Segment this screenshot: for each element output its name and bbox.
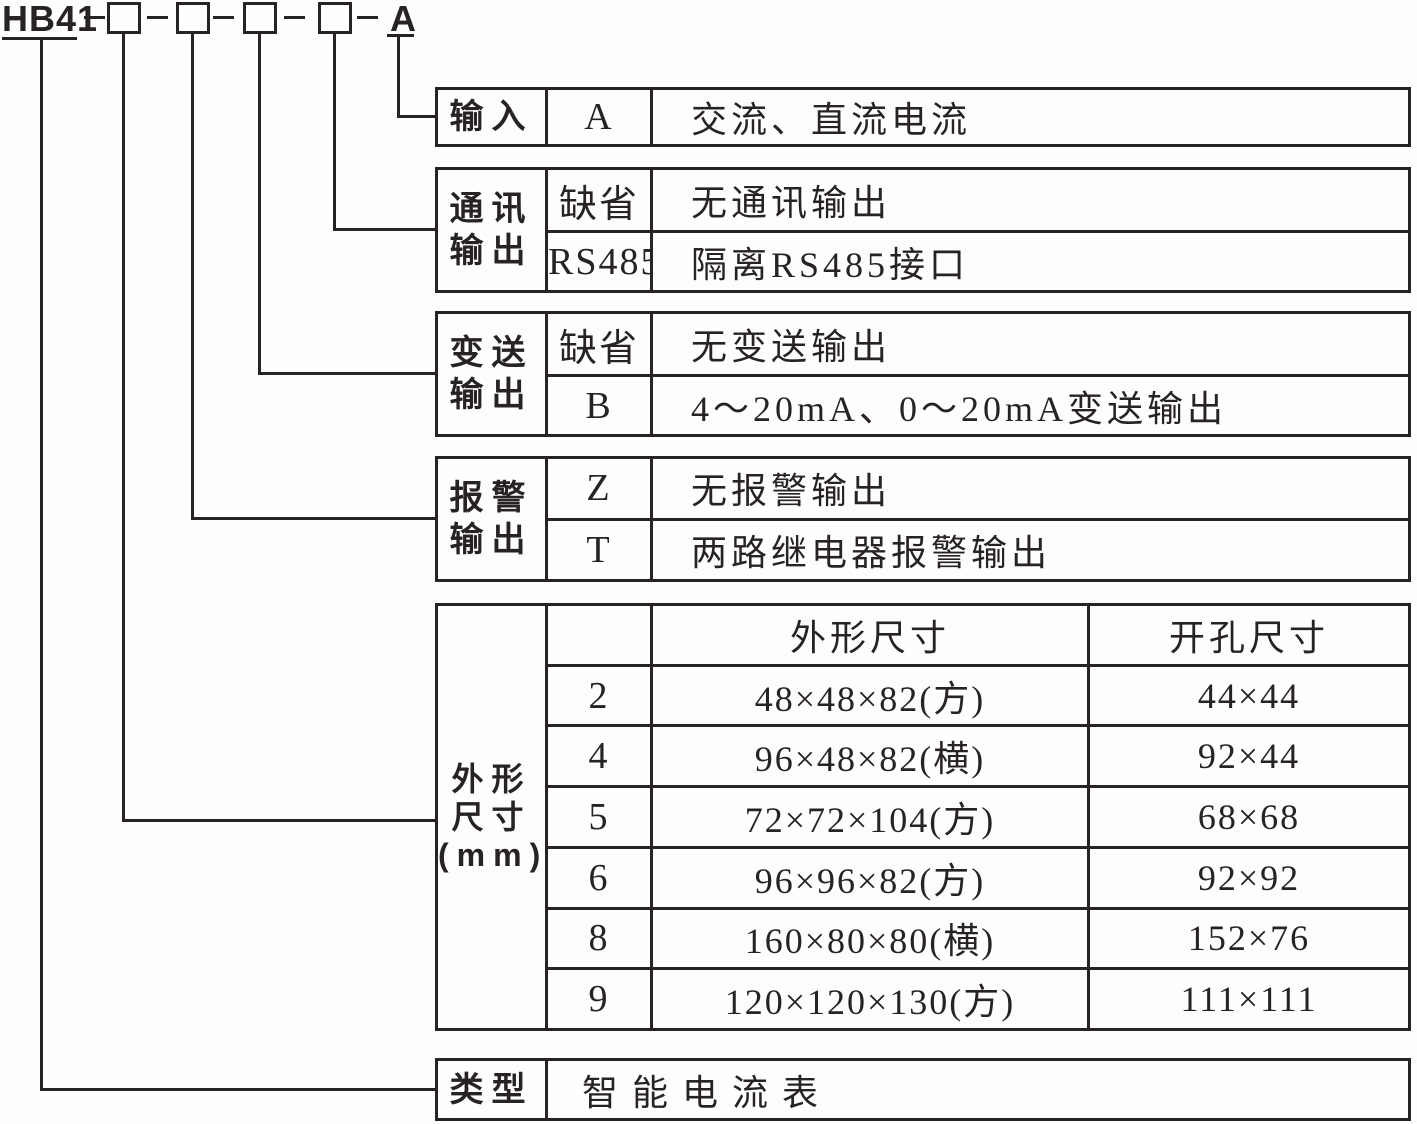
- connector-size-vertical: [122, 33, 125, 822]
- connector-input-vertical: [397, 36, 400, 118]
- comm-desc-cell: 隔离RS485接口: [650, 230, 1411, 293]
- digit-box-2: [176, 2, 210, 34]
- size-cutout-cell: 111×111: [1087, 967, 1411, 1031]
- type-table: 类型 智能电流表: [435, 1058, 1411, 1121]
- connector-type-horizontal: [40, 1088, 436, 1091]
- table-row: 8 160×80×80(横) 152×76: [437, 906, 1411, 971]
- alarm-code-cell: T: [545, 517, 653, 582]
- dash-separator: [84, 16, 105, 19]
- size-code-cell: 8: [545, 906, 653, 971]
- input-code-cell: A: [545, 87, 653, 147]
- size-cutout-cell: 44×44: [1087, 663, 1411, 728]
- comm-output-table: 通讯 输出 缺省 无通讯输出 RS485 隔离RS485接口: [435, 166, 1411, 293]
- size-label-cell: 外形 尺寸 (mm): [435, 603, 548, 1031]
- size-header-empty-cell: [545, 603, 653, 667]
- digit-box-4: [318, 2, 352, 34]
- dash-separator: [213, 16, 234, 19]
- connector-transmit-horizontal: [258, 372, 436, 375]
- connector-size-horizontal: [122, 819, 436, 822]
- table-row: 2 48×48×82(方) 44×44: [437, 663, 1411, 728]
- comm-desc-cell: 无通讯输出: [650, 166, 1411, 234]
- size-code-cell: 4: [545, 724, 653, 789]
- size-cutout-cell: 92×44: [1087, 724, 1411, 789]
- table-row: 4 96×48×82(横) 92×44: [437, 724, 1411, 789]
- size-outer-cell: 96×48×82(横): [650, 724, 1090, 789]
- input-table: 输入 A 交流、直流电流: [435, 87, 1411, 147]
- size-cutout-cell: 152×76: [1087, 906, 1411, 971]
- table-row: 通讯 输出 缺省 无通讯输出: [435, 166, 1411, 293]
- connector-transmit-vertical: [258, 33, 261, 375]
- type-desc-cell: 智能电流表: [545, 1058, 1411, 1121]
- connector-type-vertical: [40, 38, 43, 1091]
- table-row: RS485 隔离RS485接口: [437, 230, 1411, 293]
- size-cutout-cell: 68×68: [1087, 785, 1411, 849]
- transmit-output-table: 变送 输出 缺省 无变送输出 B 4～20mA、0～20mA变送输出: [435, 310, 1411, 437]
- table-row: 输入 A 交流、直流电流: [435, 87, 1411, 147]
- type-label-cell: 类型: [435, 1058, 548, 1121]
- model-suffix-underline: [387, 34, 414, 37]
- alarm-label-cell: 报警 输出: [435, 456, 548, 582]
- alarm-desc-cell: 无报警输出: [650, 456, 1411, 521]
- transmit-desc-cell: 无变送输出: [650, 310, 1411, 378]
- table-row: 6 96×96×82(方) 92×92: [437, 845, 1411, 910]
- model-prefix: HB41: [2, 0, 99, 39]
- dash-separator: [284, 16, 305, 19]
- comm-label-cell: 通讯 输出: [435, 167, 548, 293]
- model-suffix: A: [390, 0, 417, 39]
- connector-alarm-vertical: [191, 33, 194, 520]
- size-outer-cell: 96×96×82(方): [650, 845, 1090, 910]
- comm-code-cell: RS485: [545, 230, 653, 293]
- digit-box-1: [107, 2, 141, 34]
- size-code-cell: 6: [545, 845, 653, 910]
- size-outer-cell: 72×72×104(方): [650, 785, 1090, 849]
- connector-comm-horizontal: [333, 228, 436, 231]
- table-row: 类型 智能电流表: [435, 1058, 1411, 1121]
- alarm-output-table: 报警 输出 Z 无报警输出 T 两路继电器报警输出: [435, 456, 1411, 582]
- transmit-desc-cell: 4～20mA、0～20mA变送输出: [650, 374, 1411, 437]
- connector-comm-vertical: [333, 33, 336, 231]
- dash-separator: [147, 16, 168, 19]
- table-row: 9 120×120×130(方) 111×111: [437, 967, 1411, 1031]
- size-outer-cell: 160×80×80(横): [650, 906, 1090, 971]
- size-table: 外形 尺寸 (mm) 外形尺寸 开孔尺寸 2 48×48×82(方) 44×44…: [435, 603, 1411, 1031]
- transmit-code-cell: B: [545, 374, 653, 437]
- input-desc-cell: 交流、直流电流: [650, 87, 1411, 147]
- table-row: 5 72×72×104(方) 68×68: [437, 785, 1411, 849]
- model-prefix-underline: [2, 37, 77, 40]
- size-outer-cell: 120×120×130(方): [650, 967, 1090, 1031]
- connector-input-horizontal: [397, 115, 436, 118]
- table-row: B 4～20mA、0～20mA变送输出: [437, 374, 1411, 437]
- digit-box-3: [243, 2, 277, 34]
- comm-code-cell: 缺省: [545, 166, 653, 234]
- connector-alarm-horizontal: [191, 517, 436, 520]
- size-code-cell: 5: [545, 785, 653, 849]
- input-label-cell: 输入: [435, 87, 548, 147]
- size-header-cutout-cell: 开孔尺寸: [1087, 603, 1411, 667]
- table-row: 报警 输出 Z 无报警输出: [435, 456, 1411, 582]
- size-header-outer-cell: 外形尺寸: [650, 603, 1090, 667]
- size-cutout-cell: 92×92: [1087, 845, 1411, 910]
- transmit-label-cell: 变送 输出: [435, 311, 548, 437]
- alarm-code-cell: Z: [545, 456, 653, 521]
- size-code-cell: 9: [545, 967, 653, 1031]
- table-row: 变送 输出 缺省 无变送输出: [435, 310, 1411, 437]
- size-code-cell: 2: [545, 663, 653, 728]
- transmit-code-cell: 缺省: [545, 310, 653, 378]
- table-row: T 两路继电器报警输出: [437, 517, 1411, 582]
- table-row: 外形 尺寸 (mm) 外形尺寸 开孔尺寸: [435, 603, 1411, 1031]
- alarm-desc-cell: 两路继电器报警输出: [650, 517, 1411, 582]
- dash-separator: [357, 16, 378, 19]
- size-outer-cell: 48×48×82(方): [650, 663, 1090, 728]
